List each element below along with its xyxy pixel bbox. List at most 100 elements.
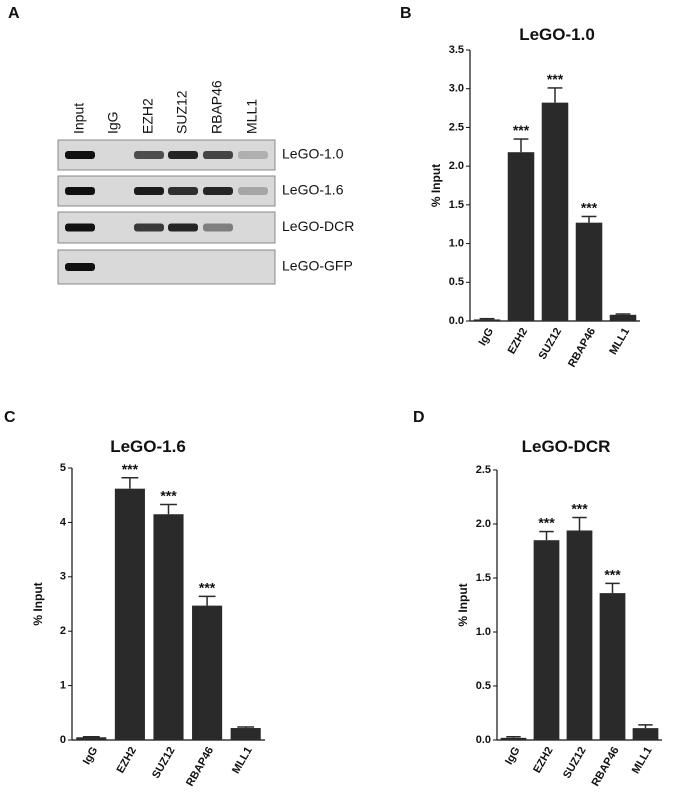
error-bar [581, 215, 597, 223]
y-tick-label: 3.5 [449, 44, 464, 56]
y-tick-label: 0.5 [449, 276, 464, 288]
y-tick-label: 4 [60, 516, 67, 528]
gel-band [168, 151, 198, 159]
x-tick-label: IgG [477, 326, 497, 348]
y-axis-label: % Input [429, 164, 443, 207]
bar [76, 737, 107, 740]
lane-label: SUZ12 [174, 90, 190, 134]
y-tick-label: 2.0 [449, 160, 464, 172]
bar [507, 152, 535, 321]
gel-band [203, 187, 233, 195]
panel-letter: B [400, 5, 412, 22]
error-bar [638, 724, 653, 729]
bar [473, 319, 501, 321]
gel-band [65, 263, 95, 271]
gel-band [238, 151, 268, 159]
row-label: LeGO-1.6 [282, 182, 344, 198]
bar [566, 530, 593, 740]
row-label: LeGO-DCR [282, 218, 354, 234]
significance: *** [604, 566, 621, 582]
gel-band [203, 223, 233, 232]
significance: *** [538, 515, 555, 531]
y-tick-label: 0 [60, 734, 66, 746]
gel-band [203, 151, 233, 159]
y-tick-label: 0.0 [476, 734, 491, 746]
error-bar [82, 735, 100, 738]
y-tick-label: 2.5 [476, 464, 491, 476]
error-bar [547, 87, 563, 103]
y-tick-label: 2.5 [449, 121, 464, 133]
bar [575, 222, 603, 321]
y-tick-label: 1.0 [476, 626, 491, 638]
significance: *** [199, 579, 216, 595]
error-bar [615, 313, 631, 315]
chart-title: LeGO-DCR [522, 437, 611, 456]
bar [533, 540, 560, 740]
y-tick-label: 0.5 [476, 680, 491, 692]
x-tick-label: MLL1 [607, 326, 632, 357]
y-tick-label: 5 [60, 462, 66, 474]
lane-label: RBAP46 [209, 80, 225, 134]
row-label: LeGO-GFP [282, 258, 353, 274]
lane-label: Input [71, 103, 87, 134]
x-tick-label: MLL1 [230, 745, 255, 776]
bar [500, 737, 527, 740]
significance: *** [571, 501, 588, 517]
chart-title: LeGO-1.6 [110, 437, 186, 456]
x-tick-label: RBAP46 [566, 326, 598, 370]
bar [599, 593, 626, 740]
gel-band [134, 151, 164, 159]
y-axis-label: % Input [456, 583, 470, 626]
gel-band [134, 223, 164, 232]
error-bar [513, 138, 529, 153]
error-bar [237, 726, 255, 729]
bar [114, 488, 145, 740]
y-tick-label: 0.0 [449, 315, 464, 327]
lane-label: MLL1 [244, 99, 260, 134]
error-bar [539, 530, 554, 541]
y-tick-label: 1.0 [449, 237, 464, 249]
bar [632, 728, 659, 740]
bar [541, 102, 569, 321]
gel-band [65, 151, 95, 159]
error-bar [605, 582, 620, 594]
x-tick-label: MLL1 [630, 745, 655, 776]
row-label: LeGO-1.0 [282, 146, 344, 162]
significance: *** [547, 71, 564, 87]
bar [230, 728, 261, 740]
chart-title: LeGO-1.0 [519, 25, 595, 44]
x-tick-label: IgG [503, 745, 523, 767]
gel-band [134, 187, 164, 195]
bar [609, 314, 637, 321]
lane-label: EZH2 [140, 98, 156, 134]
panel-letter: C [4, 409, 16, 426]
error-bar [506, 736, 521, 738]
x-tick-label: IgG [81, 745, 101, 767]
panel-letter: A [8, 5, 20, 22]
x-tick-label: EZH2 [115, 745, 139, 775]
panel-letter: D [413, 409, 425, 426]
y-tick-label: 1.5 [476, 572, 491, 584]
error-bar [479, 317, 495, 320]
x-tick-label: SUZ12 [537, 326, 565, 362]
x-tick-label: SUZ12 [150, 745, 178, 781]
x-tick-label: RBAP46 [590, 745, 622, 789]
error-bar [121, 477, 139, 489]
gel-band [238, 187, 268, 195]
error-bar [198, 595, 216, 606]
lane-label: IgG [105, 111, 121, 134]
gel-band [65, 223, 95, 232]
x-tick-label: EZH2 [531, 745, 555, 775]
error-bar [160, 503, 177, 515]
gel-band [168, 223, 198, 232]
bar [153, 514, 184, 740]
y-tick-label: 1 [60, 680, 66, 692]
y-tick-label: 2.0 [476, 518, 491, 530]
significance: *** [581, 199, 598, 215]
significance: *** [513, 122, 530, 138]
gel-band [65, 187, 95, 195]
significance: *** [160, 487, 177, 503]
y-tick-label: 3 [60, 571, 66, 583]
x-tick-label: RBAP46 [184, 745, 216, 789]
error-bar [572, 516, 587, 531]
